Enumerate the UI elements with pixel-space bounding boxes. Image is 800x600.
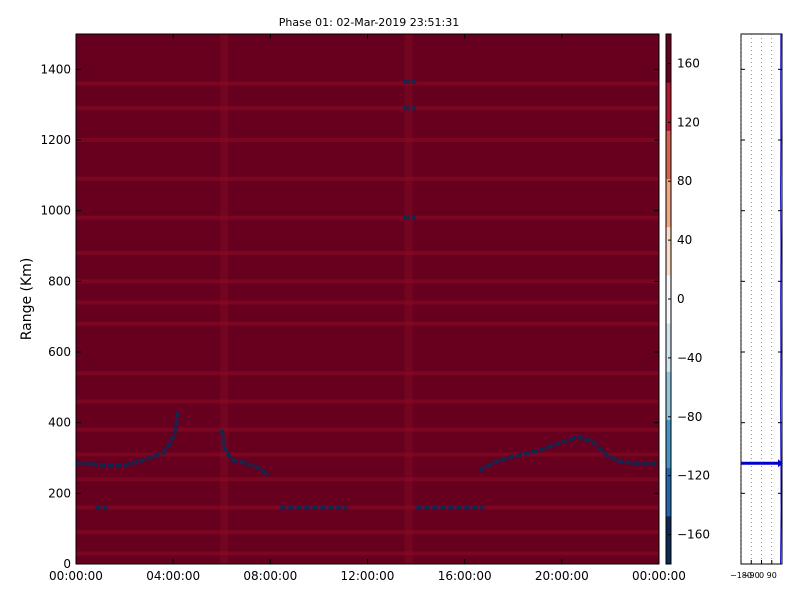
phase-panel: −180−90 0 90 (730, 33, 783, 580)
echo-trace (219, 429, 270, 478)
x-tick-label: 04:00:00 (146, 569, 200, 583)
x-tick-label: 12:00:00 (341, 569, 395, 583)
chart-title: Phase 01: 02-Mar-2019 23:51:31 (279, 16, 459, 29)
heatmap-band (76, 138, 659, 142)
y-tick-label: 600 (48, 345, 71, 359)
colorbar-tick-label: −80 (677, 410, 702, 424)
y-tick-label: 400 (48, 416, 71, 430)
colorbar-segment (666, 515, 671, 565)
y-tick-label: 800 (48, 274, 71, 288)
colorbar-tick-label: 40 (677, 233, 692, 247)
colorbar-segment (666, 82, 671, 131)
heatmap-band (76, 300, 659, 305)
colorbar-tick-label: 80 (677, 174, 692, 188)
x-tick-label: 00:00:00 (632, 569, 686, 583)
echo-trace (478, 434, 659, 473)
phase-x-tick-label: 90 (767, 571, 777, 580)
heatmap-band (76, 551, 659, 556)
heatmap-band (76, 81, 659, 86)
colorbar-segment (666, 34, 671, 83)
phase-x-tick-label: −180 (730, 571, 752, 580)
heatmap-band (76, 452, 659, 457)
x-tick-label: 08:00:00 (243, 569, 297, 583)
x-tick-label: 16:00:00 (438, 569, 492, 583)
heatmap-band (76, 477, 659, 482)
colorbar-segment (666, 419, 671, 469)
heatmap-band (76, 321, 659, 326)
heatmap-band (76, 251, 659, 256)
heatmap-band (76, 371, 659, 376)
y-tick-label: 1400 (40, 62, 71, 76)
colorbar-segment (666, 178, 671, 228)
colorbar-tick-label: 160 (677, 56, 700, 70)
y-tick-label: 200 (48, 486, 71, 500)
heatmap-background (76, 34, 659, 564)
colorbar-tick-label: −40 (677, 351, 702, 365)
phase-marker-arrow (778, 459, 783, 468)
colorbar-segment (666, 323, 671, 372)
y-tick-label: 1000 (40, 204, 71, 218)
x-tick-label: 20:00:00 (535, 569, 589, 583)
phase-x-tick-label: −90 (743, 571, 760, 580)
colorbar-tick-label: −120 (677, 469, 710, 483)
echo-trace (75, 411, 180, 468)
y-tick-label: 1200 (40, 133, 71, 147)
colorbar-segment (666, 130, 671, 180)
heatmap-band (76, 279, 659, 284)
heatmap-column (220, 34, 229, 564)
heatmap-band (76, 399, 659, 404)
colorbar-tick-label: 120 (677, 115, 700, 129)
heatmap-panel: 00:00:00 04:00:00 08:00:00 12:00:00 16:00:00… (40, 33, 686, 583)
phase-series-line (780, 33, 782, 565)
colorbar-segment (666, 371, 671, 420)
colorbar-tick-label: −160 (677, 528, 710, 542)
colorbar: −160 −120 −80 −40 0 40 80 120 160 (665, 33, 710, 565)
colorbar-tick-label: 0 (677, 292, 685, 306)
x-tick-label: 00:00:00 (49, 569, 103, 583)
y-tick-label: 0 (63, 557, 71, 571)
colorbar-segment (666, 226, 671, 276)
y-axis-label: Range (Km) (19, 258, 35, 341)
colorbar-segment (666, 467, 671, 517)
heatmap-band (76, 106, 659, 111)
heatmap-band (76, 530, 659, 535)
heatmap-band (76, 215, 659, 220)
heatmap-column (404, 34, 413, 564)
heatmap-band (76, 427, 659, 432)
phase-x-tick-label: 0 (759, 571, 764, 580)
heatmap-band (76, 176, 659, 181)
heatmap-band (76, 505, 659, 510)
